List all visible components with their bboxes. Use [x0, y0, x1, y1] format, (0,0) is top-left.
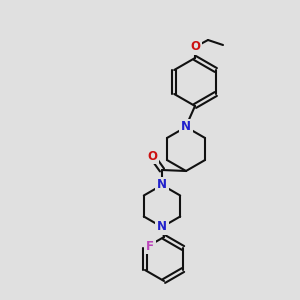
Text: N: N	[157, 220, 167, 233]
Text: F: F	[146, 239, 154, 253]
Text: O: O	[147, 149, 157, 163]
Text: N: N	[181, 121, 191, 134]
Text: O: O	[190, 40, 200, 53]
Text: N: N	[157, 178, 167, 191]
